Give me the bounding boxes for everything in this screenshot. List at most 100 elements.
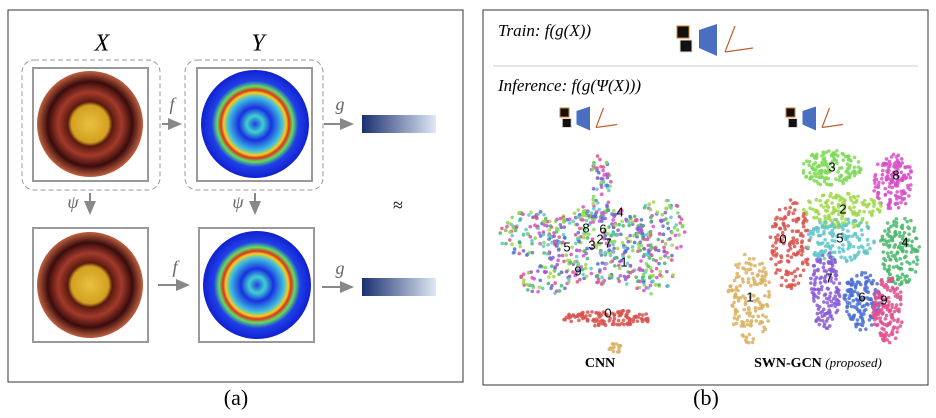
- point: [828, 314, 832, 318]
- point: [653, 247, 657, 251]
- point: [644, 312, 648, 316]
- point: [832, 151, 836, 155]
- point: [537, 231, 541, 235]
- point: [749, 321, 753, 325]
- point: [903, 217, 907, 221]
- point: [817, 182, 821, 186]
- point: [838, 250, 842, 254]
- point: [791, 229, 795, 233]
- point: [891, 276, 895, 280]
- point: [850, 283, 854, 287]
- point: [865, 221, 869, 225]
- point: [528, 225, 532, 229]
- point: [605, 184, 609, 188]
- point: [824, 249, 828, 253]
- point: [897, 266, 901, 270]
- point: [657, 249, 661, 253]
- point: [861, 246, 865, 250]
- point: [621, 224, 625, 228]
- point: [538, 242, 542, 246]
- point: [544, 217, 548, 221]
- point: [850, 278, 854, 282]
- point: [809, 281, 813, 285]
- point: [847, 154, 851, 158]
- point: [679, 245, 683, 249]
- point: [856, 308, 860, 312]
- point: [538, 279, 542, 283]
- point: [595, 275, 599, 279]
- point: [889, 320, 893, 324]
- point: [876, 208, 880, 212]
- point: [671, 273, 675, 277]
- point: [595, 166, 599, 170]
- point: [774, 263, 778, 267]
- point: [597, 322, 601, 326]
- arrow-label: g: [336, 258, 345, 278]
- point: [885, 157, 889, 161]
- point: [605, 203, 609, 207]
- point: [668, 237, 672, 241]
- point: [575, 255, 579, 259]
- point: [748, 257, 752, 261]
- point: [837, 223, 841, 227]
- point: [852, 314, 856, 318]
- point: [508, 230, 512, 234]
- point: [838, 282, 842, 286]
- point: [601, 169, 605, 173]
- point: [805, 219, 809, 223]
- point: [754, 306, 758, 310]
- point: [648, 202, 652, 206]
- point: [734, 309, 738, 313]
- point: [640, 229, 644, 233]
- inference-label: Inference: [497, 76, 562, 95]
- point: [854, 283, 858, 287]
- point: [581, 205, 585, 209]
- point: [870, 198, 874, 202]
- point: [744, 271, 748, 275]
- point: [573, 212, 577, 216]
- point: [790, 255, 794, 259]
- point: [592, 207, 596, 211]
- point: [518, 240, 522, 244]
- point: [661, 224, 665, 228]
- point: [566, 259, 570, 263]
- point: [543, 270, 547, 274]
- point: [809, 175, 813, 179]
- point: [619, 314, 623, 318]
- point: [878, 201, 882, 205]
- point: [866, 226, 870, 230]
- point: [549, 286, 553, 290]
- point: [584, 314, 588, 318]
- point: [578, 227, 582, 231]
- point: [635, 232, 639, 236]
- point: [649, 284, 653, 288]
- point: [600, 211, 604, 215]
- train-label: Train: [498, 21, 535, 40]
- point: [886, 221, 890, 225]
- point: [735, 322, 739, 326]
- point: [614, 223, 618, 227]
- point: [735, 276, 739, 280]
- point: [676, 211, 680, 215]
- point: [881, 235, 885, 239]
- point: [889, 191, 893, 195]
- point: [615, 233, 619, 237]
- point: [749, 267, 753, 271]
- point: [762, 266, 766, 270]
- point: [872, 241, 876, 245]
- point: [615, 342, 619, 346]
- point: [515, 226, 519, 230]
- point: [586, 310, 590, 314]
- point: [548, 256, 552, 260]
- point: [617, 319, 621, 323]
- point: [612, 349, 616, 353]
- point: [536, 212, 540, 216]
- point: [749, 263, 753, 267]
- point: [728, 285, 732, 289]
- point: [638, 240, 642, 244]
- point: [812, 272, 816, 276]
- point: [915, 237, 919, 241]
- point: [892, 153, 896, 157]
- point: [836, 154, 840, 158]
- point: [767, 290, 771, 294]
